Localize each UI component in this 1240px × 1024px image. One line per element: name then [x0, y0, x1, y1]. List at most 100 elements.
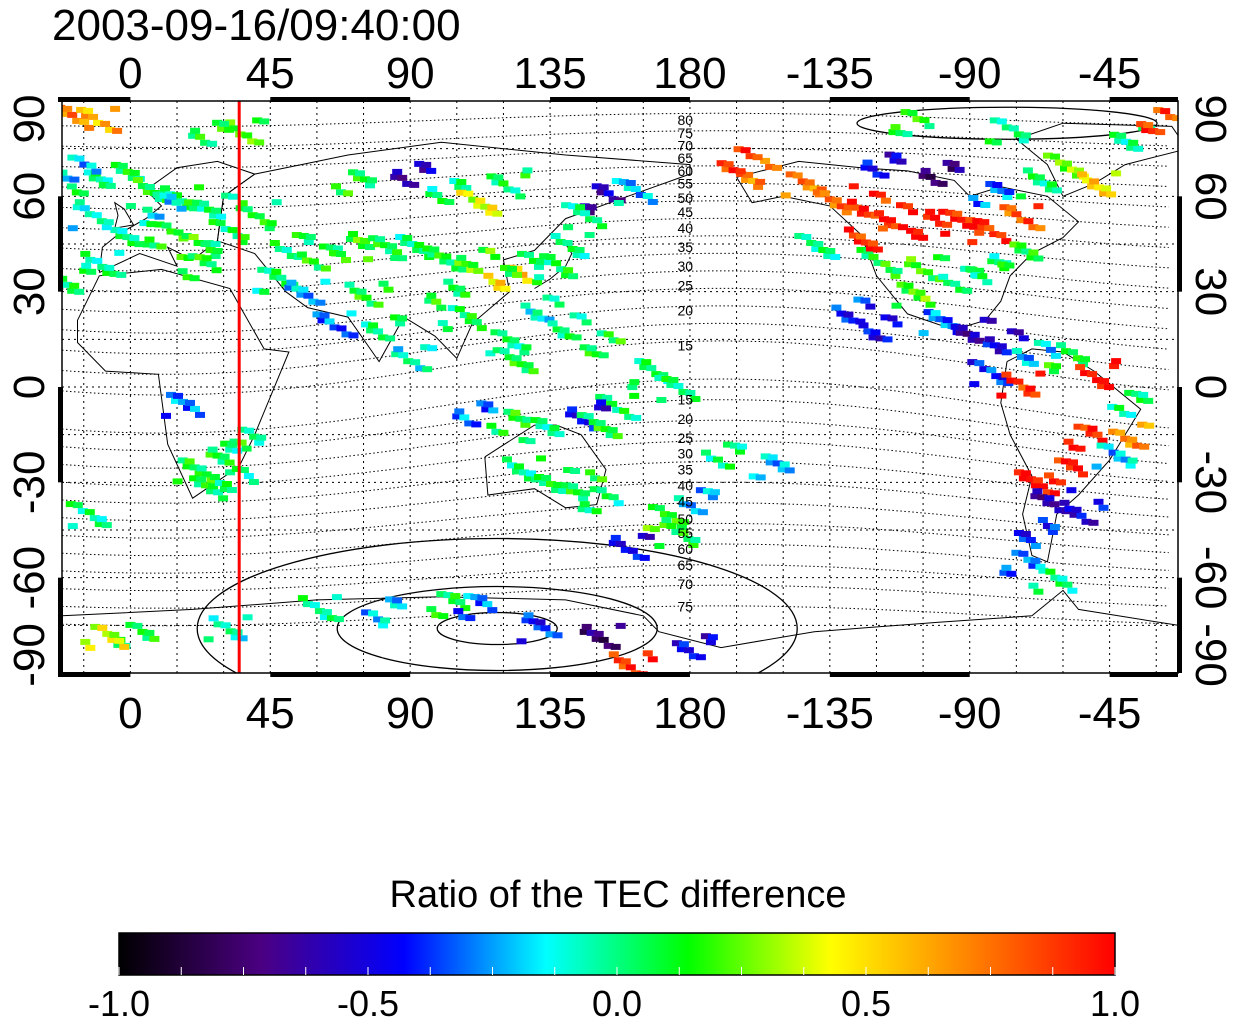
tec-pixel: [221, 192, 232, 199]
tec-pixel: [214, 480, 225, 486]
contour-label-north: 15: [678, 338, 694, 354]
tec-pixel: [522, 167, 533, 174]
tec-pixel: [247, 138, 258, 145]
tec-pixel: [80, 250, 91, 257]
contour-line: [62, 147, 1169, 169]
contour-line: [62, 564, 1169, 592]
contour-label-north: 45: [678, 204, 694, 220]
contour-label-south: 15: [678, 392, 694, 408]
tec-pixel: [661, 376, 672, 382]
tec-pixel: [358, 243, 368, 249]
tec-pixel: [256, 434, 267, 441]
tec-pixel: [220, 440, 231, 447]
tec-pixel: [813, 241, 824, 247]
tec-pixel: [507, 265, 517, 272]
tec-pixel: [144, 236, 155, 243]
tec-pixel: [341, 331, 352, 338]
tec-point: [205, 438, 252, 466]
tec-pixel: [610, 643, 621, 650]
tec-pixel: [505, 270, 515, 277]
tec-pixel: [598, 352, 609, 359]
tec-pixel: [187, 253, 198, 260]
tec-pixel: [209, 212, 220, 219]
tec-pixel: [545, 254, 556, 260]
tec-pixel: [348, 169, 358, 176]
tec-pixel: [419, 166, 430, 173]
tec-pixel: [1088, 519, 1099, 526]
tec-pixel: [580, 490, 591, 497]
contour-label-south: 55: [678, 525, 694, 541]
tec-pixel: [551, 487, 562, 493]
tec-pixel: [1091, 463, 1102, 470]
contour-label-south: 70: [678, 576, 694, 592]
tec-pixel: [1030, 493, 1041, 500]
tec-pixel: [212, 452, 223, 459]
tec-pixel: [957, 324, 968, 331]
tec-pixel: [644, 533, 655, 540]
tec-pixel: [361, 294, 372, 301]
tec-pixel: [520, 172, 531, 179]
tec-pixel: [368, 235, 379, 242]
tec-pixel: [1025, 476, 1036, 483]
tec-pixel: [62, 110, 71, 117]
tec-pixel: [1049, 490, 1060, 497]
tec-pixel: [426, 167, 437, 174]
tec-pixel: [461, 185, 472, 191]
tec-pixel: [1001, 349, 1012, 356]
contour-line: [62, 270, 1169, 314]
tec-pixel: [475, 600, 486, 607]
tec-pixel: [818, 247, 829, 253]
tec-pixel: [492, 210, 503, 217]
tec-point: [312, 310, 359, 339]
tec-pixel: [353, 175, 363, 182]
tec-pixel: [524, 475, 534, 482]
tec-pixel: [102, 269, 113, 276]
tec-pixel: [566, 488, 577, 495]
contour-label-south: 30: [678, 446, 694, 462]
tec-pixel: [551, 260, 562, 267]
tec-pixel: [317, 317, 328, 324]
tec-pixel: [630, 670, 641, 673]
tec-pixel: [654, 543, 665, 549]
tec-pixel: [730, 442, 740, 449]
x-tick-label-top: 180: [653, 49, 726, 98]
tec-point: [547, 312, 592, 341]
tec-pixel: [923, 213, 934, 220]
tec-pixel: [443, 278, 454, 285]
tec-pixel: [1144, 422, 1155, 429]
tec-pixel: [284, 284, 295, 291]
tec-pixel: [1057, 575, 1068, 582]
tec-pixel: [470, 594, 481, 601]
tec-point: [1059, 498, 1109, 526]
tec-pixel: [577, 506, 588, 513]
tec-pixel: [237, 635, 248, 642]
tec-pixel: [741, 176, 752, 183]
tec-pixel: [1160, 108, 1171, 115]
tec-pixel: [142, 206, 153, 213]
tec-pixel: [248, 479, 259, 485]
tec-point: [67, 199, 114, 232]
tec-pixel: [257, 266, 268, 273]
tec-pixel: [1104, 384, 1115, 391]
tec-point: [209, 466, 259, 493]
tec-pixel: [989, 342, 1000, 349]
tec-pixel: [968, 195, 979, 201]
tec-pixel: [303, 292, 314, 299]
tec-pixel: [446, 259, 457, 266]
tec-pixel: [678, 519, 689, 526]
tec-pixel: [911, 233, 922, 240]
tec-pixel: [281, 280, 292, 287]
tec-pixel: [95, 176, 106, 183]
tec-point: [701, 441, 747, 470]
tec-pixel: [534, 474, 545, 480]
tec-pixel: [923, 309, 934, 316]
tec-pixel: [520, 302, 531, 309]
tec-pixel: [639, 554, 650, 561]
tec-pixel: [979, 219, 990, 226]
tec-pixel: [716, 160, 727, 167]
tec-pixel: [1030, 391, 1041, 398]
tec-pixel: [391, 351, 402, 358]
tec-pixel: [991, 139, 1002, 146]
frame-bar-bottom: [270, 672, 411, 677]
tec-pixel: [98, 181, 109, 188]
